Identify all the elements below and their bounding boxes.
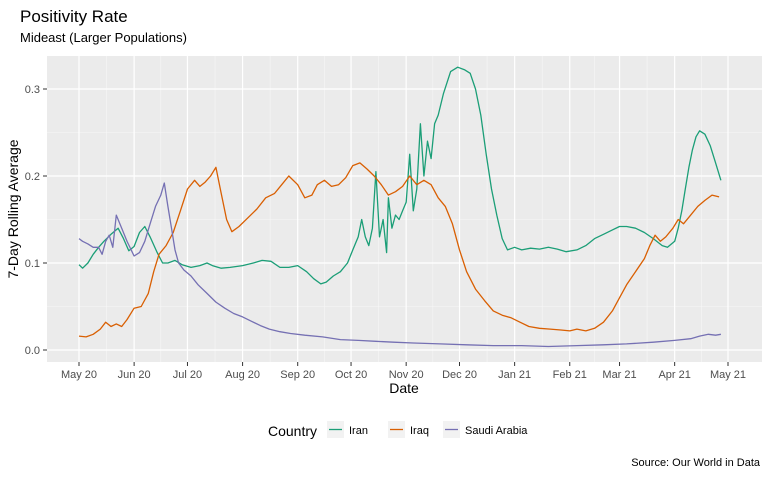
legend-items: Iran Iraq Saudi Arabia [327,421,528,438]
y-tick-label: 0.2 [25,171,40,183]
legend-label-iran: Iran [349,425,368,437]
x-tick-label: Mar 21 [602,369,636,381]
x-tick-label: Apr 21 [658,369,690,381]
x-tick-label: Feb 21 [553,369,587,381]
legend: Country Iran Iraq Saudi Arabia [268,421,528,439]
y-axis-title: 7-Day Rolling Average [5,139,21,278]
y-tick-label: 0.3 [25,84,40,96]
series-lines [78,66,722,348]
y-tick-label: 0.1 [25,258,40,270]
x-tick-label: Jul 20 [173,369,202,381]
x-tick-label: May 20 [61,369,97,381]
series-line-iran [78,66,722,285]
legend-label-saudi-arabia: Saudi Arabia [465,425,528,437]
x-axis-title: Date [389,380,419,396]
chart-subtitle: Mideast (Larger Populations) [20,30,187,45]
series-line-saudi-arabia [78,182,722,348]
x-tick-label: Sep 20 [280,369,315,381]
x-tick-label: Oct 20 [335,369,367,381]
x-tick-label: Nov 20 [389,369,424,381]
x-tick-label: Dec 20 [442,369,477,381]
x-tick-label: Jun 20 [118,369,151,381]
x-tick-label: Jan 21 [498,369,531,381]
legend-title: Country [268,423,317,439]
legend-label-iraq: Iraq [410,425,429,437]
plot-panel [47,56,762,362]
chart-caption: Source: Our World in Data [631,457,761,469]
axes: May 20 Jun 20 Jul 20 Aug 20 Sep 20 Oct 20 Nov … [25,84,746,381]
x-tick-label: May 21 [710,369,746,381]
y-tick-label: 0.0 [25,345,40,357]
chart-title: Positivity Rate [20,7,128,26]
x-tick-label: Aug 20 [225,369,260,381]
grid-lines [47,56,762,362]
